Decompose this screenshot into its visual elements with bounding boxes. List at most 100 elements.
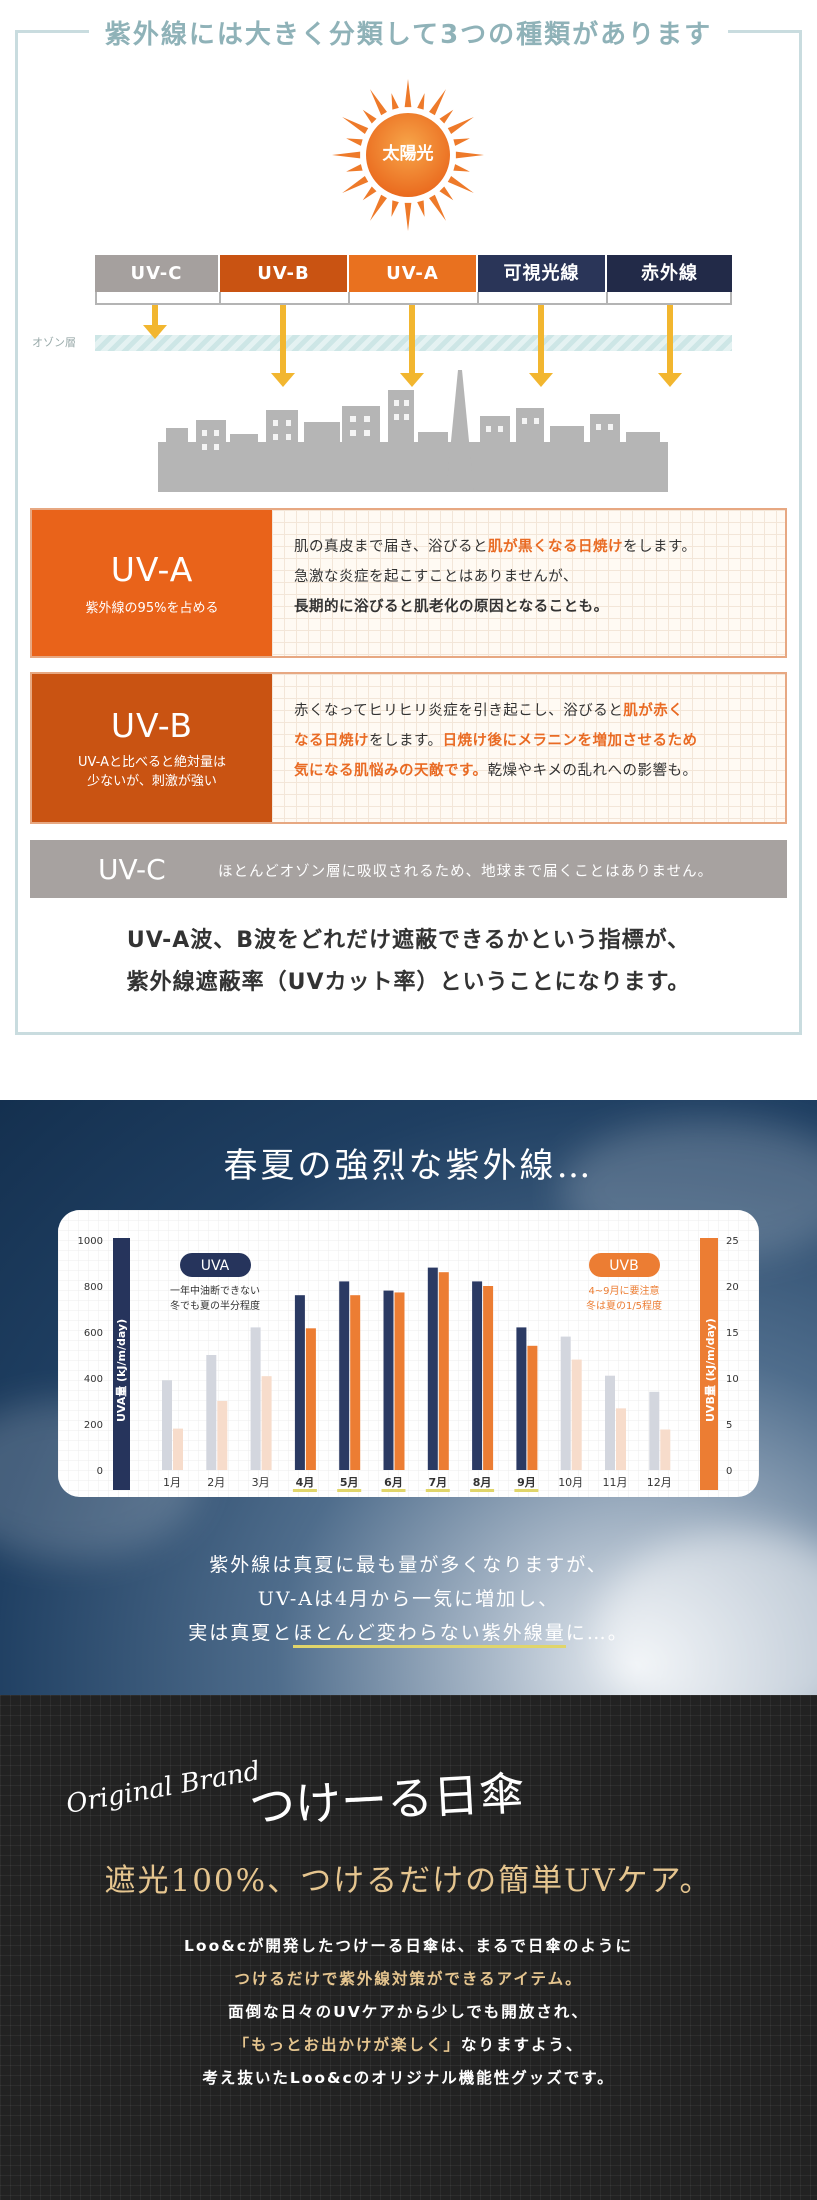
brand-section: Original Brand つけーる日傘 遮光100%、つけるだけの簡単UVケ… (0, 1695, 817, 2200)
band-tick (730, 292, 732, 304)
band-tick (219, 292, 221, 304)
highlight-underline (470, 1489, 495, 1492)
y-axis-label-left: UVA量 (kJ/m/day) (115, 1319, 128, 1422)
sun-ray (455, 151, 484, 159)
uva-highlight: 長期的に浴びると肌老化の原因となることも。 (294, 599, 609, 615)
uvb-description: 赤くなってヒリヒリ炎症を引き起こし、浴びると肌が赤く なる日焼けをします。日焼け… (272, 674, 785, 822)
sun-ray (417, 200, 425, 217)
uva-sub: 紫外線の95%を占める (85, 601, 219, 616)
arrow-down-icon (271, 305, 295, 387)
uva-bar (427, 1267, 438, 1470)
uvb-highlight: なる日焼け (294, 733, 369, 749)
highlight-underline (381, 1489, 406, 1492)
uva-bar (383, 1290, 394, 1470)
uva-bar (162, 1380, 172, 1470)
seasonal-uv-text: 紫外線は真夏に最も量が多くなりますが、 UV-Aは4月から一気に増加し、 実は真… (0, 1548, 817, 1650)
uvb-bar (305, 1328, 316, 1470)
band-infrared: 赤外線 (607, 255, 732, 292)
sun-ray (346, 138, 363, 146)
y-tick-right: 25 (726, 1236, 739, 1247)
uva-bar (339, 1281, 350, 1470)
uvb-bar (217, 1401, 228, 1470)
sun-ray (453, 138, 470, 146)
sun-ray (404, 79, 412, 108)
uva-bar (294, 1295, 305, 1470)
sun-ray (362, 109, 377, 124)
note-line: 紫外線遮蔽率（UVカット率）ということになります。 (126, 970, 691, 995)
sun-ray (417, 93, 425, 110)
uvb-text: 赤くなってヒリヒリ炎症を引き起こし、浴びると (294, 703, 624, 719)
brand-logo: Original Brand つけーる日傘 (64, 1756, 526, 1834)
sun-ray (342, 176, 369, 193)
uva-bar (560, 1336, 571, 1470)
band-uva: UV-A (349, 255, 476, 292)
uva-text: 肌の真皮まで届き、浴びると (294, 539, 488, 555)
brand-script: Original Brand (64, 1756, 263, 1820)
uv-types-section: 紫外線には大きく分類して3つの種類があります 太陽光 UV-C UV-B UV-… (15, 20, 802, 1035)
sun-label: 太陽光 (382, 144, 434, 164)
text-line: 実は真夏と (188, 1622, 294, 1644)
uva-info-box: UV-A 紫外線の95%を占める 肌の真皮まで届き、浴びると肌が黒くなる日焼けを… (30, 508, 787, 658)
uvb-bar (660, 1429, 671, 1470)
y-tick-left: 800 (84, 1282, 103, 1293)
uva-legend-pill (180, 1253, 251, 1277)
x-tick-label: 11月 (603, 1476, 628, 1489)
uvc-name: UV-C (98, 853, 166, 886)
uva-label-panel: UV-A 紫外線の95%を占める (32, 510, 272, 656)
arrow-down-icon (143, 305, 167, 339)
arrow-down-icon (400, 305, 424, 387)
uvb-bar (173, 1428, 183, 1470)
y-tick-right: 20 (726, 1282, 739, 1293)
y-tick-left: 200 (84, 1420, 103, 1431)
y-tick-left: 600 (84, 1328, 103, 1339)
uva-bar (472, 1281, 483, 1470)
description-line: 面倒な日々のUVケアから少しでも開放され、 (228, 2003, 589, 2021)
text-line: に…。 (565, 1622, 629, 1644)
sun-ray (391, 93, 399, 110)
uvb-legend-note: 4~9月に要注意 (588, 1284, 659, 1297)
uv-chart-card: 0 200 400 600 800 1000 0 5 10 15 20 25 UVA量 (kJ/m/… (58, 1210, 759, 1497)
uva-name: UV-A (110, 550, 194, 589)
x-tick-label: 1月 (163, 1476, 181, 1489)
uva-axis-band (113, 1238, 130, 1490)
x-tick-label: 12月 (647, 1476, 672, 1489)
uvc-text: ほとんどオゾン層に吸収されるため、地球まで届くことはありません。 (218, 864, 714, 880)
uvb-legend-note: 冬は夏の1/5程度 (586, 1299, 662, 1312)
y-tick-left: 1000 (78, 1236, 103, 1247)
sun-graphic (332, 79, 484, 231)
uvb-name: UV-B (110, 706, 194, 745)
x-tick-label: 9月 (517, 1476, 536, 1489)
uvb-bar (394, 1292, 405, 1470)
brand-headline: 遮光100%、つけるだけの簡単UVケア。 (104, 1863, 713, 1899)
uvb-bar (483, 1286, 494, 1470)
uvb-legend-pill (589, 1253, 660, 1277)
uvc-info-bar: UV-C ほとんどオゾン層に吸収されるため、地球まで届くことはありません。 (30, 840, 787, 898)
sun-ray (404, 202, 412, 231)
sun-ray (429, 194, 446, 221)
band-axis-line (95, 303, 732, 305)
uvb-bar (616, 1408, 626, 1470)
uvb-sub: 少ないが、刺激が強い (87, 774, 217, 789)
highlight-underline (425, 1489, 450, 1492)
uvb-text: をします。 (369, 733, 443, 749)
uvb-bar (571, 1359, 582, 1470)
sun-ray (447, 117, 474, 134)
arrow-down-icon (529, 305, 553, 387)
sun-ray (370, 89, 387, 116)
sun-ray (342, 117, 369, 134)
sun-ray (429, 89, 446, 116)
uvb-bar (350, 1295, 361, 1470)
sun-ray (439, 109, 454, 124)
ozone-label: オゾン層 (32, 336, 76, 349)
text-line: UV-Aは4月から一気に増加し、 (257, 1588, 560, 1610)
sun-ray (439, 186, 454, 201)
arrow-down-icon (658, 305, 682, 387)
x-tick-label: 2月 (207, 1476, 225, 1489)
x-tick-label: 5月 (340, 1476, 359, 1489)
uvb-highlight: 肌が赤く (623, 703, 684, 719)
x-tick-label: 8月 (473, 1476, 492, 1489)
note-line: UV-A波、B波をどれだけ遮蔽できるかという指標が、 (126, 928, 691, 953)
highlight-underline (514, 1489, 539, 1492)
band-visible: 可視光線 (478, 255, 605, 292)
uvb-highlight: 気になる肌悩みの天敵です。 (294, 763, 488, 779)
